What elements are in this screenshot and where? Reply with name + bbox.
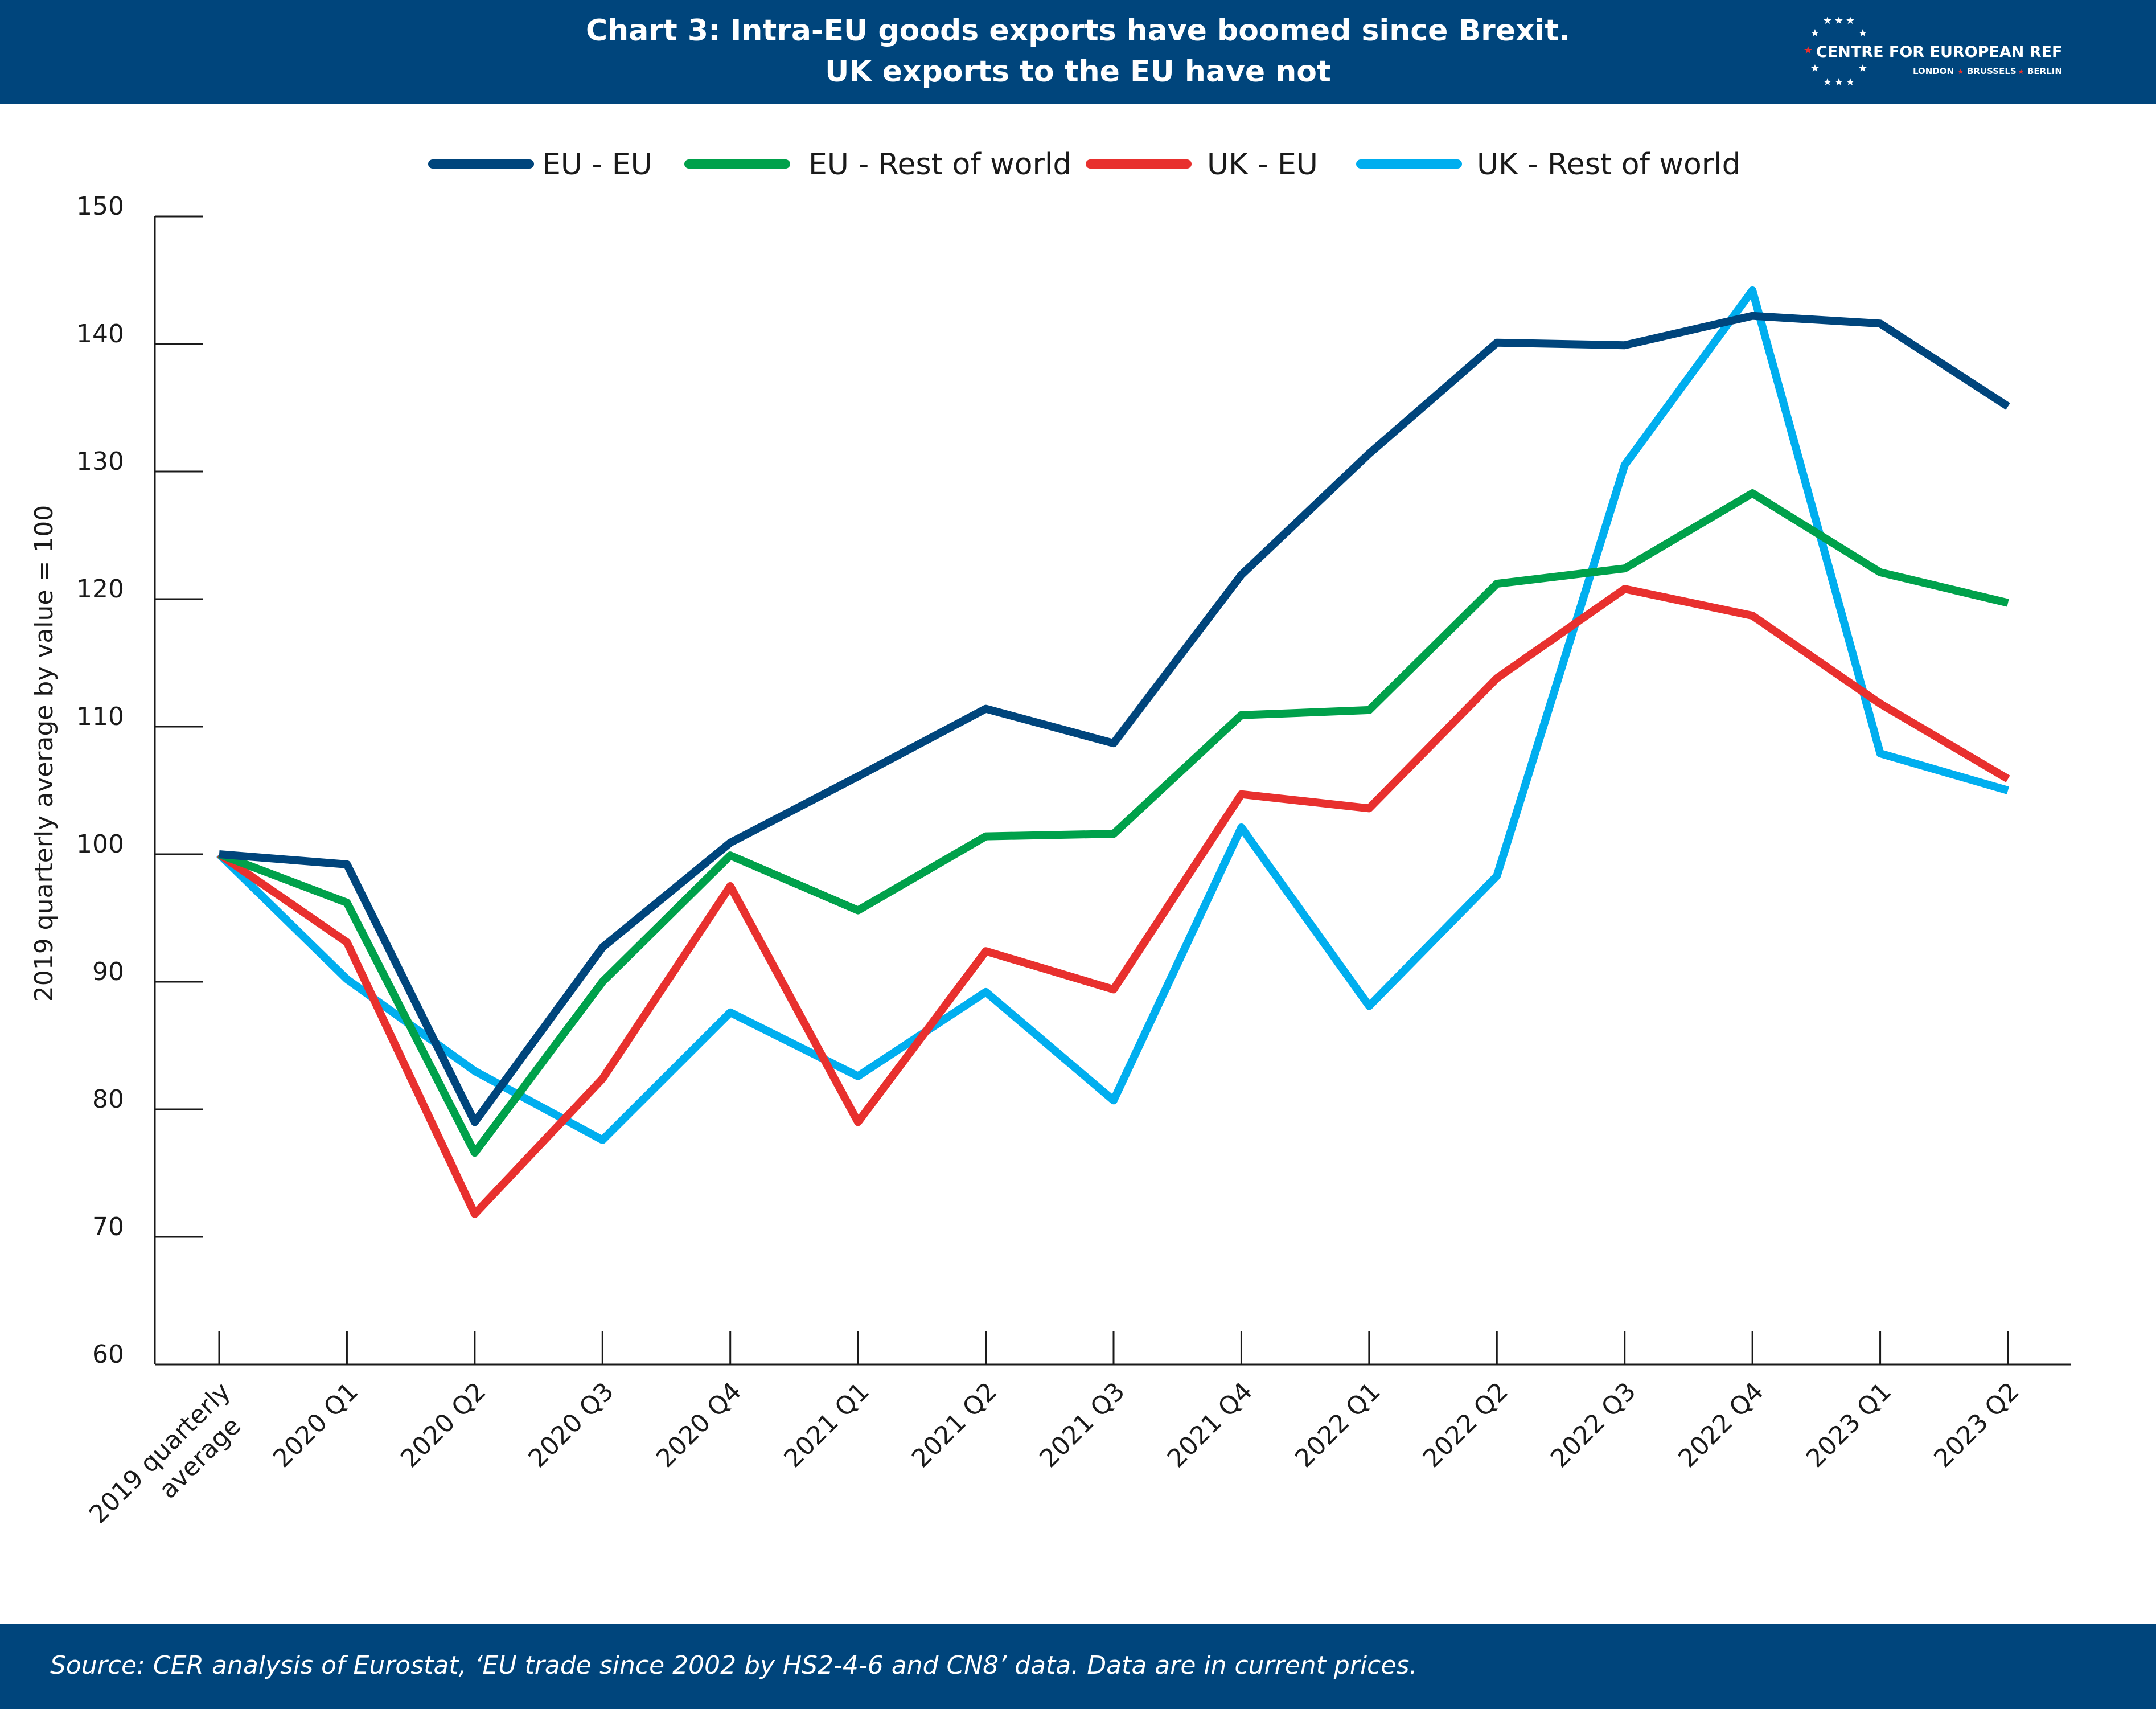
x-tick-label: 2023 Q2	[1928, 1377, 2024, 1473]
x-tick-label: 2021 Q1	[779, 1377, 875, 1473]
y-tick-label: 80	[92, 1085, 124, 1114]
x-tick-label: 2022 Q2	[1418, 1377, 1514, 1473]
series-line-uk-eu	[217, 585, 2010, 1218]
chart-axes: 60 70 80 90 100 110 120 130 140 150 2019 quarterly…	[76, 192, 2071, 1552]
x-tick-label: 2022 Q3	[1545, 1377, 1641, 1473]
legend-item: UK - Rest of world	[1356, 147, 1741, 182]
y-tick-label: 100	[76, 830, 124, 859]
city-separator-icon: ★	[2018, 68, 2024, 76]
chart-title-line-2: UK exports to the EU have not	[825, 55, 1331, 89]
y-tick-label: 60	[92, 1340, 124, 1369]
y-tick-label: 120	[76, 575, 124, 604]
x-tick-label: 2020 Q3	[523, 1377, 619, 1473]
x-tick-label: 2021 Q3	[1034, 1377, 1130, 1473]
y-tick-label: 130	[76, 447, 124, 476]
legend-item: EU - Rest of world	[684, 147, 1071, 182]
series-line-eu-rest-of-world	[217, 489, 2009, 1157]
y-tick-label: 70	[92, 1212, 124, 1241]
eu-star-ring-icon: ★ ★ ★ ★ ★ ★ ★ ★ ★ ★ ★	[1804, 15, 1867, 88]
x-tick-label: 2023 Q1	[1801, 1377, 1897, 1473]
chart-legend: EU - EU EU - Rest of world UK - EU UK - Res…	[428, 147, 1741, 182]
source-note: Source: CER analysis of Eurostat, ‘EU tr…	[50, 1651, 1418, 1680]
x-tick-label: 2022 Q4	[1673, 1377, 1769, 1473]
legend-label: EU - Rest of world	[808, 147, 1071, 182]
legend-label: UK - EU	[1207, 147, 1318, 182]
svg-text:★: ★	[1846, 76, 1855, 88]
chart-title-line-1: Chart 3: Intra-EU goods exports have boo…	[586, 14, 1570, 48]
svg-text:★: ★	[1858, 27, 1867, 39]
logo-name: CENTRE FOR EUROPEAN REFORM	[1816, 43, 2061, 61]
x-tick-label: 2020 Q1	[268, 1377, 364, 1473]
legend-label: UK - Rest of world	[1477, 147, 1741, 182]
legend-label: EU - EU	[542, 147, 652, 182]
header-banner: Chart 3: Intra-EU goods exports have boo…	[0, 0, 2156, 104]
svg-text:★: ★	[1810, 27, 1820, 39]
x-tick-label: 2020 Q4	[651, 1377, 747, 1473]
y-axis-label: 2019 quarterly average by value = 100	[30, 505, 59, 1002]
svg-text:★: ★	[1858, 63, 1867, 75]
x-tick-label: 2019 quarterlyaverage	[84, 1377, 258, 1552]
logo-city-london: LONDON	[1913, 66, 1954, 76]
x-tick-label: 2020 Q2	[395, 1377, 491, 1473]
x-tick-label: 2021 Q2	[906, 1377, 1003, 1473]
logo-city-brussels: BRUSSELS	[1967, 66, 2017, 76]
footer-banner: Source: CER analysis of Eurostat, ‘EU tr…	[0, 1624, 2156, 1709]
chart-title: Chart 3: Intra-EU goods exports have boo…	[0, 10, 2156, 92]
svg-text:★: ★	[1823, 15, 1832, 27]
x-tick-label: 2022 Q1	[1290, 1377, 1386, 1473]
y-tick-label: 90	[92, 957, 124, 986]
y-tick-label: 110	[76, 702, 124, 731]
svg-text:★: ★	[1804, 44, 1813, 56]
series-line-eu-eu	[219, 312, 2010, 1126]
x-tick-label: 2021 Q4	[1162, 1377, 1258, 1473]
logo-cities: LONDON ★ BRUSSELS ★ BERLIN	[1913, 66, 2061, 76]
svg-text:★: ★	[1846, 15, 1855, 27]
line-chart: EU - EU EU - Rest of world UK - EU UK - Res…	[30, 147, 2071, 1552]
svg-text:★: ★	[1834, 15, 1843, 27]
legend-item: EU - EU	[428, 147, 652, 182]
series-line-uk-rest-of-world	[216, 286, 2009, 1144]
svg-text:★: ★	[1834, 76, 1843, 88]
svg-text:★: ★	[1823, 76, 1832, 88]
y-tick-label: 150	[76, 192, 124, 221]
cer-logo: ★ ★ ★ ★ ★ ★ ★ ★ ★ ★ ★ CENTRE FOR EUROPEA…	[1804, 15, 2061, 88]
logo-city-berlin: BERLIN	[2027, 66, 2061, 76]
svg-text:★: ★	[1810, 63, 1820, 75]
legend-item: UK - EU	[1086, 147, 1318, 182]
series-lines	[216, 286, 2010, 1218]
y-tick-label: 140	[76, 319, 124, 349]
city-separator-icon: ★	[1957, 68, 1964, 76]
